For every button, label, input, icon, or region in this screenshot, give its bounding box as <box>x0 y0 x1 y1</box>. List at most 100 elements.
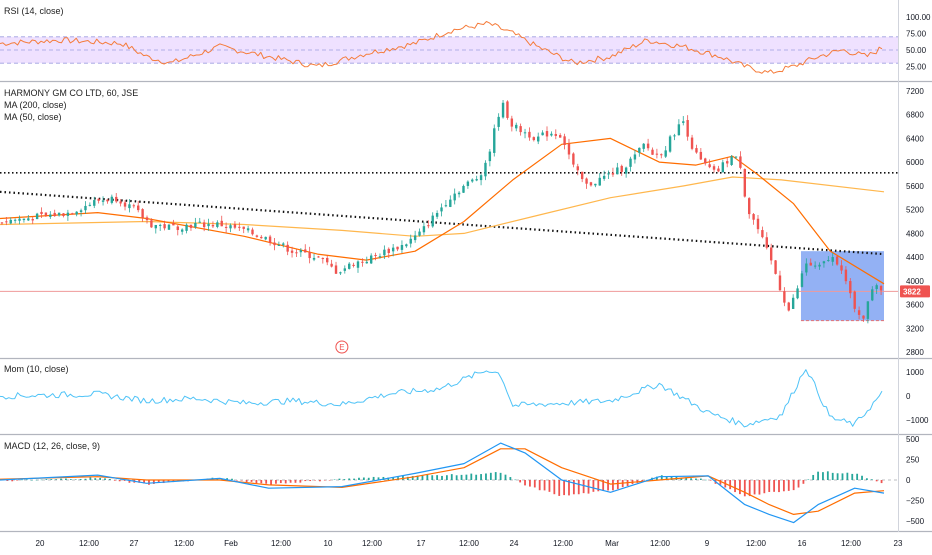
candle-body <box>717 168 720 172</box>
candle-body <box>49 214 52 217</box>
macd-histogram-bar <box>270 480 272 485</box>
candle-body <box>172 223 175 226</box>
macd-histogram-bar <box>431 475 434 480</box>
macd-histogram-bar <box>543 480 546 491</box>
macd-histogram-bar <box>309 480 312 482</box>
candle-body <box>66 212 70 216</box>
rsi-scale-label: 100.00 <box>906 13 931 22</box>
macd-histogram-bar <box>538 480 541 491</box>
candle-body <box>158 224 162 226</box>
candle-body <box>101 200 105 202</box>
candle-body <box>378 256 382 258</box>
ma50-label: MA (50, close) <box>4 112 62 122</box>
candle-body <box>79 210 83 213</box>
macd-histogram-bar <box>21 479 23 481</box>
macd-histogram-bar <box>533 480 536 488</box>
macd-histogram-bar <box>792 480 795 491</box>
macd-histogram-bar <box>563 480 565 496</box>
candle-body <box>31 219 34 221</box>
macd-histogram-bar <box>250 480 253 482</box>
ma200-line <box>0 176 885 237</box>
time-axis-label: 12:00 <box>650 539 671 548</box>
momentum-scale-label: −1000 <box>906 416 929 425</box>
candle-body <box>572 153 575 165</box>
time-axis-label: 12:00 <box>841 539 862 548</box>
earnings-marker[interactable] <box>335 340 349 354</box>
momentum-legend: Mom (10, close) <box>4 363 69 375</box>
candle-body <box>602 175 606 179</box>
candle-body <box>598 177 601 186</box>
macd-histogram-bar <box>275 480 277 484</box>
time-axis-label: 10 <box>324 539 333 548</box>
candle-body <box>387 248 390 254</box>
macd-histogram-bar <box>235 480 238 481</box>
candle-body <box>427 225 430 227</box>
candle-body <box>88 204 92 206</box>
candle-body <box>75 211 78 215</box>
candle-body <box>277 244 281 246</box>
momentum-label: Mom (10, close) <box>4 364 69 374</box>
candle-body <box>282 243 285 245</box>
candle-body <box>308 252 311 259</box>
candle-body <box>431 215 434 227</box>
candle-body <box>589 182 593 186</box>
candle-body <box>119 201 122 204</box>
macd-histogram-bar <box>655 476 658 480</box>
macd-histogram-bar <box>553 480 556 495</box>
candle-body <box>242 226 245 229</box>
candle-body <box>576 166 579 171</box>
candle-body <box>488 151 492 162</box>
macd-histogram-bar <box>568 480 570 496</box>
macd-histogram-bar <box>118 480 121 482</box>
macd-histogram-bar <box>787 480 790 491</box>
candle-body <box>202 222 206 228</box>
ma50-line <box>0 137 885 285</box>
candle-body <box>365 261 368 264</box>
macd-histogram-bar <box>333 479 336 481</box>
candle-body <box>449 199 452 207</box>
candle-body <box>523 132 527 134</box>
candle-body <box>224 226 228 228</box>
macd-histogram-bar <box>426 474 429 480</box>
macd-histogram-bar <box>338 478 341 480</box>
momentum-pane <box>0 369 883 428</box>
candle-body <box>558 135 562 138</box>
last-price-badge <box>900 285 930 298</box>
macd-histogram-bar <box>40 479 43 481</box>
macd-histogram-bar <box>50 479 53 480</box>
candle-body <box>840 265 843 271</box>
price-scale-label: 3200 <box>906 324 924 333</box>
time-axis-label: 12:00 <box>174 539 195 548</box>
macd-histogram-bar <box>778 480 780 493</box>
candle-body <box>690 137 694 149</box>
macd-histogram <box>1 471 883 497</box>
candle-body <box>238 226 241 228</box>
macd-histogram-bar <box>279 480 282 484</box>
price-scale-label: 6400 <box>906 134 924 143</box>
macd-histogram-bar <box>367 477 370 480</box>
macd-histogram-bar <box>265 480 268 484</box>
candle-body <box>545 131 549 137</box>
macd-histogram-bar <box>353 478 355 480</box>
macd-histogram-bar <box>123 480 126 481</box>
macd-histogram-bar <box>157 480 160 483</box>
macd-histogram-bar <box>748 480 751 497</box>
macd-histogram-bar <box>231 478 233 480</box>
time-axis-label: 12:00 <box>79 539 100 548</box>
time-axis-label: 12:00 <box>553 539 574 548</box>
macd-histogram-bar <box>74 479 77 480</box>
macd-histogram-bar <box>660 475 663 480</box>
candle-body <box>853 291 856 309</box>
rsi-pane <box>0 21 898 74</box>
time-axis-label: 20 <box>36 539 45 548</box>
price-scale-label: 5200 <box>906 206 924 215</box>
macd-histogram-bar <box>582 480 585 494</box>
candle-body <box>409 238 412 244</box>
macd-histogram-bar <box>485 473 487 480</box>
candle-body <box>743 169 747 197</box>
candle-body <box>695 148 698 153</box>
time-axis-label: 27 <box>130 539 139 548</box>
candle-body <box>818 264 821 267</box>
